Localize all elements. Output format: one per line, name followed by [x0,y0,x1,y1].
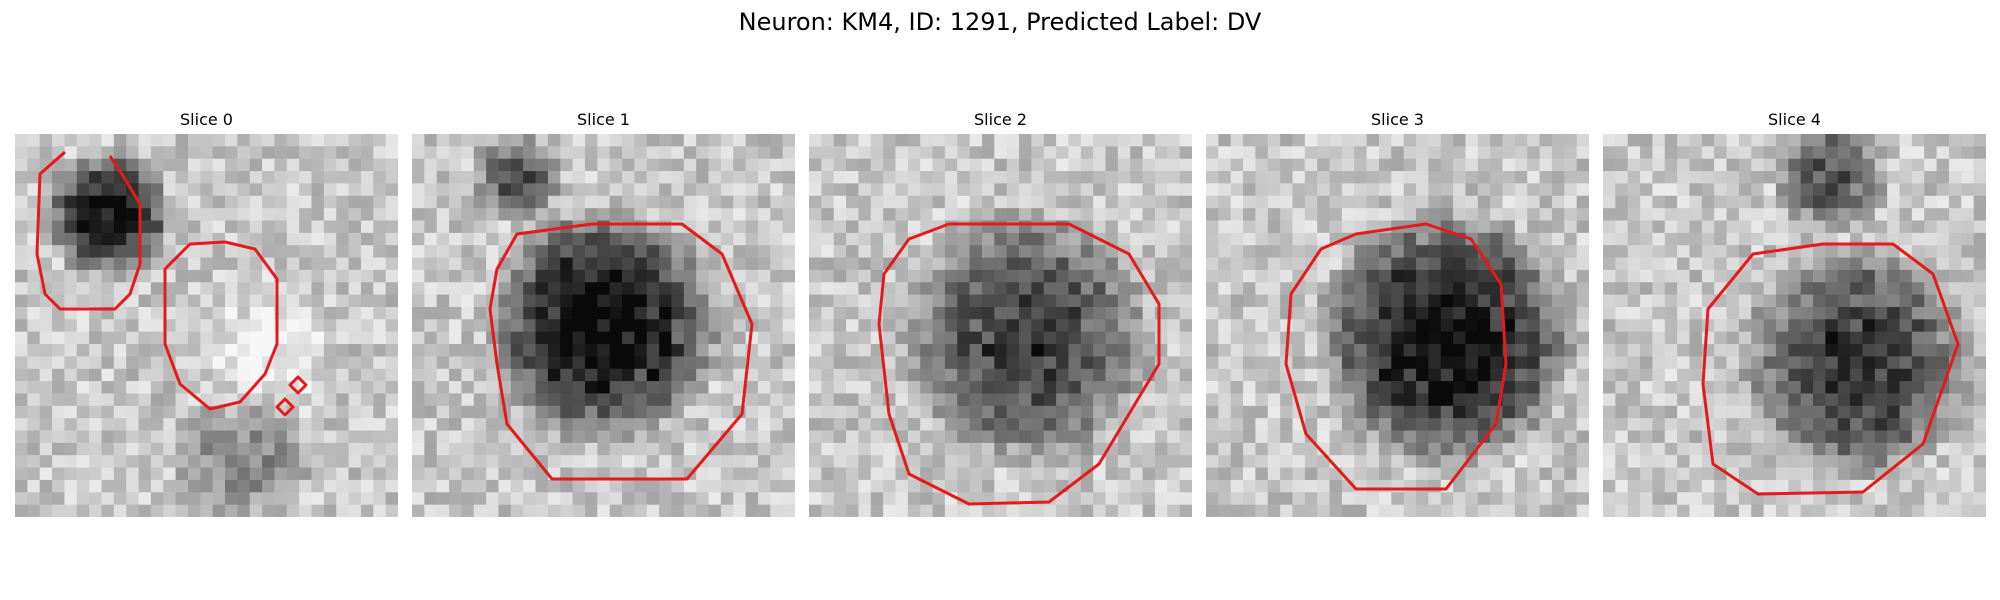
segmentation-contour [288,375,308,395]
segmentation-contour [35,150,142,311]
segmentation-contour [488,222,754,481]
figure-title: Neuron: KM4, ID: 1291, Predicted Label: … [738,8,1262,36]
slice-image [1206,134,1589,517]
segmentation-contour [163,240,279,411]
slice-panel-0: Slice 0 [15,108,398,517]
slice-panel-1: Slice 1 [412,108,795,517]
slice-title: Slice 0 [180,110,233,129]
slice-image [809,134,1192,517]
slice-title: Slice 1 [577,110,630,129]
slice-panel-2: Slice 2 [809,108,1192,517]
slice-title: Slice 3 [1371,110,1424,129]
slice-title: Slice 2 [974,110,1027,129]
segmentation-contour [1284,222,1508,491]
slice-panel-4: Slice 4 [1603,108,1986,517]
slice-panel-3: Slice 3 [1206,108,1589,517]
segmentation-contour [877,222,1161,506]
slice-image [412,134,795,517]
segmentation-contour [1701,242,1960,496]
slice-image [15,134,398,517]
segmentation-contour [275,397,295,417]
slice-title: Slice 4 [1768,110,1821,129]
slice-image [1603,134,1986,517]
